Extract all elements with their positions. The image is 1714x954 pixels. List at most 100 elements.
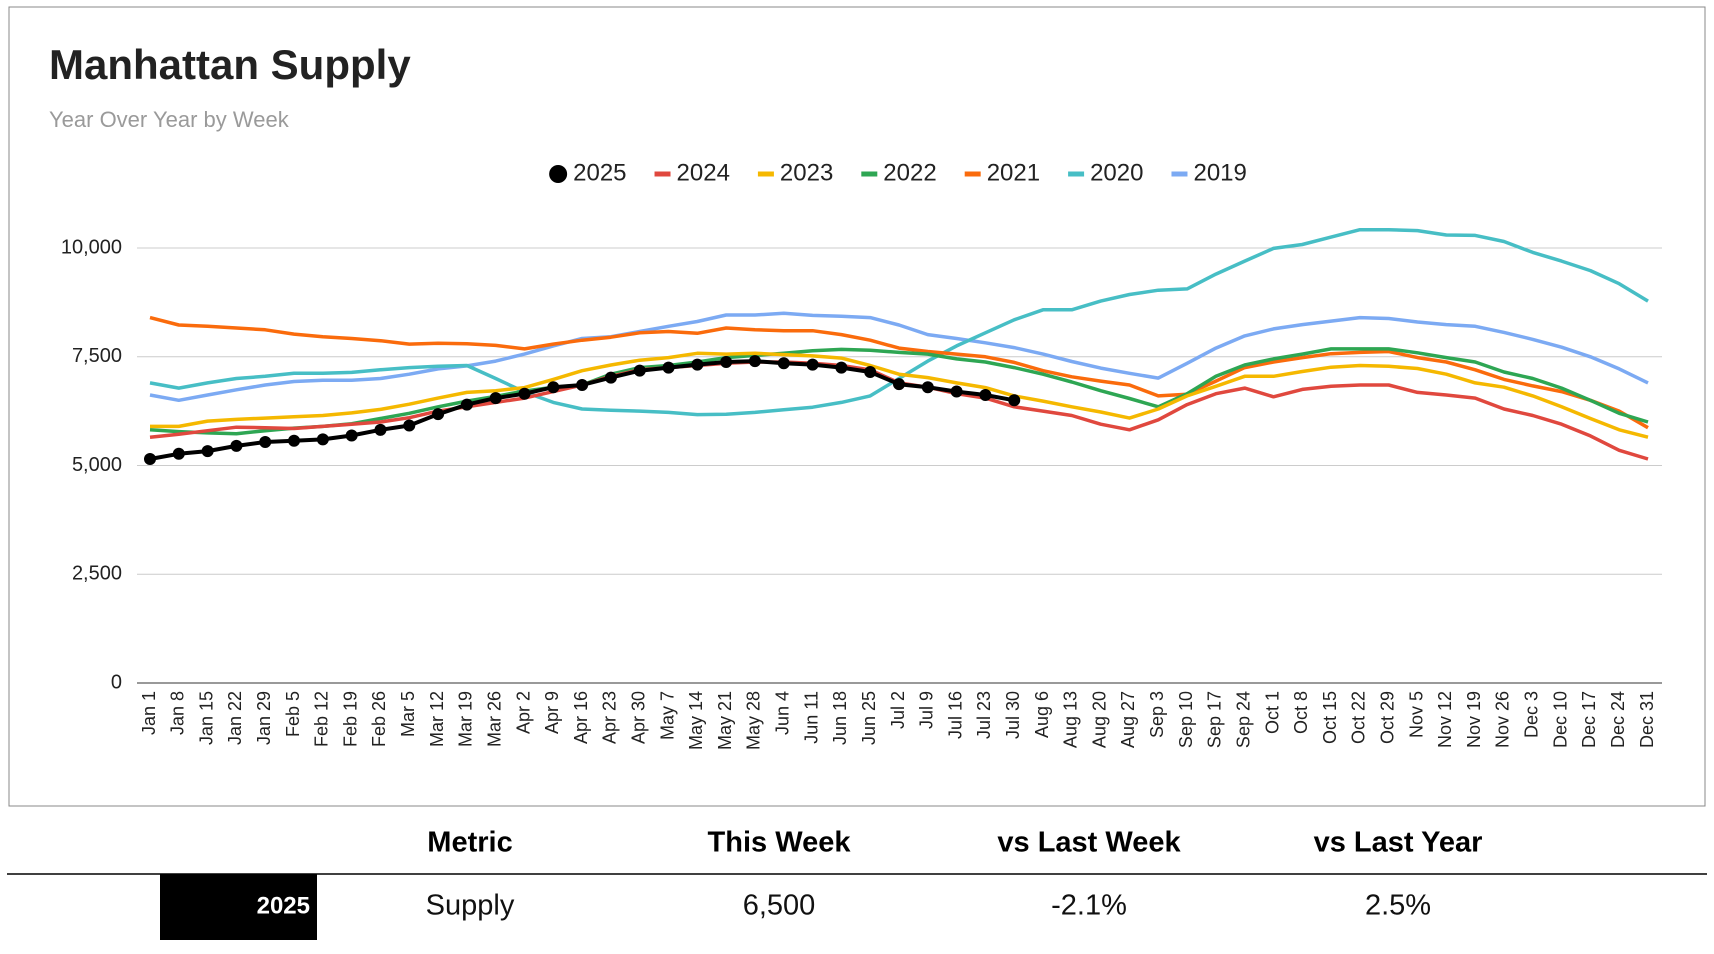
x-tick-label: Feb 5 (283, 691, 303, 737)
x-tick-label: May 14 (686, 691, 706, 750)
table-cell: -2.1% (1051, 890, 1127, 922)
x-tick-label: Oct 22 (1349, 691, 1369, 744)
data-point (633, 364, 646, 377)
x-tick-label: Oct 29 (1377, 691, 1397, 744)
x-tick-label: Mar 19 (456, 691, 476, 747)
x-tick-label: May 7 (657, 691, 677, 740)
legend-label: 2020 (1090, 159, 1143, 186)
data-point (374, 423, 387, 436)
x-tick-label: Aug 6 (1032, 691, 1052, 738)
data-point (259, 436, 272, 449)
x-tick-label: Oct 8 (1291, 691, 1311, 734)
series-line (150, 351, 1649, 439)
legend-item: 2025 (549, 159, 627, 186)
x-tick-label: Jul 16 (945, 691, 965, 739)
legend-label: 2025 (573, 159, 626, 186)
x-tick-label: Jul 9 (917, 691, 937, 729)
data-point (432, 408, 445, 421)
table-header: Metric (427, 827, 512, 859)
data-point (230, 439, 243, 452)
data-point (921, 381, 934, 394)
x-tick-label: Nov 26 (1493, 691, 1513, 748)
x-tick-label: Mar 5 (398, 691, 418, 737)
x-tick-label: Dec 10 (1550, 691, 1570, 748)
legend-label: 2021 (987, 159, 1040, 186)
x-tick-label: Dec 24 (1608, 691, 1628, 748)
data-point (720, 355, 733, 368)
x-tick-label: Jan 1 (139, 691, 159, 735)
data-point (864, 365, 877, 378)
x-tick-label: May 28 (744, 691, 764, 750)
x-tick-label: Jun 11 (801, 691, 821, 744)
x-tick-label: Jun 4 (773, 691, 793, 735)
x-tick-label: Jan 8 (168, 691, 188, 735)
data-point (460, 398, 473, 411)
data-point (288, 434, 301, 447)
x-tick-label: Feb 19 (340, 691, 360, 747)
x-tick-label: Aug 20 (1089, 691, 1109, 748)
x-tick-label: Nov 5 (1406, 691, 1426, 738)
x-tick-label: Dec 17 (1579, 691, 1599, 748)
x-tick-label: Sep 3 (1147, 691, 1167, 738)
y-tick-label: 5,000 (72, 454, 122, 476)
data-point (806, 358, 819, 371)
table-cell: 6,500 (743, 890, 816, 922)
data-point (691, 358, 704, 371)
chart-frame (8, 6, 1706, 807)
table-cell: Supply (426, 890, 515, 922)
x-tick-label: Jan 22 (225, 691, 245, 745)
x-tick-label: Nov 12 (1435, 691, 1455, 748)
y-tick-label: 7,500 (72, 345, 122, 367)
legend-item: 2023 (757, 159, 833, 186)
x-tick-label: Apr 2 (513, 691, 533, 734)
row-label: 2025 (257, 892, 310, 919)
legend-label: 2022 (883, 159, 936, 186)
x-tick-label: Jul 23 (974, 691, 994, 739)
x-tick-label: Apr 23 (600, 691, 620, 744)
x-tick-label: Jun 18 (830, 691, 850, 745)
series-line (149, 315, 1649, 430)
data-point (748, 355, 761, 368)
x-tick-label: Oct 15 (1320, 691, 1340, 744)
data-point (403, 419, 416, 432)
data-point (950, 385, 963, 398)
series-line (149, 347, 1649, 436)
legend-marker (549, 165, 568, 183)
x-tick-label: Sep 24 (1233, 691, 1253, 748)
chart-subtitle: Year Over Year by Week (49, 107, 290, 132)
data-point (172, 447, 185, 460)
y-tick-label: 10,000 (61, 236, 122, 258)
x-tick-label: Apr 30 (628, 691, 648, 744)
x-tick-label: Aug 13 (1061, 691, 1081, 748)
data-point (604, 371, 617, 384)
legend-label: 2023 (780, 159, 833, 186)
legend-item: 2019 (1171, 159, 1247, 186)
legend-item: 2022 (861, 159, 937, 186)
x-tick-label: Dec 31 (1637, 691, 1657, 748)
legend-label: 2019 (1193, 159, 1246, 186)
data-point (777, 357, 790, 370)
x-tick-label: Aug 27 (1118, 691, 1138, 748)
data-point (518, 387, 531, 400)
row-label-box (160, 874, 317, 940)
x-tick-label: Feb 12 (312, 691, 332, 747)
x-tick-label: Mar 26 (484, 691, 504, 747)
table-header: This Week (708, 827, 852, 859)
legend-item: 2024 (654, 159, 730, 186)
data-point (489, 392, 502, 405)
x-tick-label: Feb 26 (369, 691, 389, 747)
series-line (149, 311, 1649, 403)
data-point (201, 445, 214, 458)
x-tick-label: Jul 30 (1003, 691, 1023, 739)
legend: 2025 2024 2023 2022 2021 2020 2019 (549, 159, 1247, 186)
x-tick-label: Sep 17 (1205, 691, 1225, 748)
x-tick-label: Apr 16 (571, 691, 591, 744)
y-tick-label: 2,500 (72, 563, 122, 585)
table-header: vs Last Year (1314, 827, 1483, 859)
data-point (979, 389, 992, 402)
x-tick-label: Jan 29 (254, 691, 274, 745)
x-tick-label: Jan 15 (196, 691, 216, 745)
data-point (893, 378, 905, 391)
